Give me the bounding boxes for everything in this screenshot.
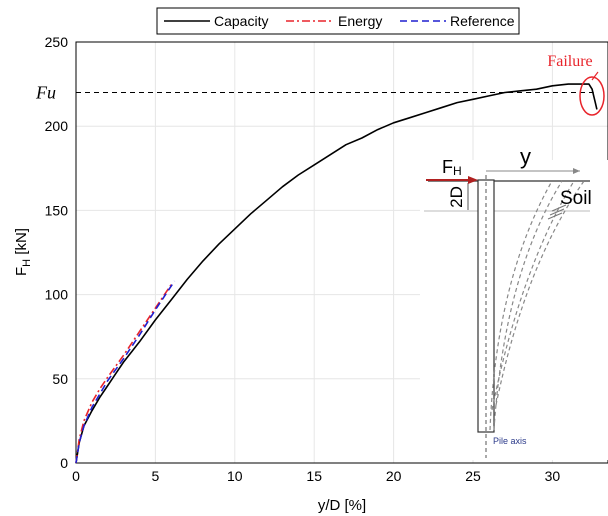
y-tick-label: 150 (45, 202, 69, 218)
x-tick-label: 20 (386, 468, 402, 484)
x-tick-label: 30 (545, 468, 561, 484)
series-line-capacity (75, 83, 598, 464)
inset-background (420, 160, 608, 460)
legend: Capacity Energy Reference (156, 7, 520, 35)
y-ticks: 0 50 100 150 200 250 (45, 34, 69, 471)
force-arrowhead (468, 176, 478, 184)
x-ticks: 0 5 10 15 20 25 30 (72, 468, 560, 484)
series-line-energy (75, 284, 172, 464)
x-tick-label: 0 (72, 468, 80, 484)
force-label-sub: H (453, 164, 462, 178)
legend-label-capacity: Capacity (214, 13, 268, 29)
x-tick-label: 10 (227, 468, 243, 484)
y-axis-label: FH [kN] (13, 228, 33, 276)
legend-label-energy: Energy (338, 13, 382, 29)
y-tick-label: 250 (45, 34, 69, 50)
x-axis-label: y/D [%] (318, 497, 366, 514)
pile-axis-label: Pile axis (493, 436, 527, 446)
failure-label: Failure (547, 53, 592, 70)
depth-label: 2D (447, 186, 466, 208)
soil-label: Soil (560, 188, 592, 209)
plot-frame (75, 41, 608, 464)
y-tick-label: 0 (60, 455, 68, 471)
force-label: FH (442, 157, 462, 178)
deflected-pile-line (489, 180, 553, 431)
failure-marker (579, 76, 605, 116)
deflected-pile-line (491, 180, 575, 411)
displacement-label: y (520, 144, 531, 169)
y-axis-label-sub: H (21, 259, 33, 267)
x-tick-label: 5 (152, 468, 160, 484)
y-axis-label-main: F (13, 267, 30, 276)
force-label-main: F (442, 157, 453, 177)
x-tick-label: 15 (306, 468, 322, 484)
y-axis-label-unit: [kN] (13, 228, 30, 259)
pile (477, 179, 495, 433)
x-tick-label: 25 (465, 468, 481, 484)
fu-label: Fu (35, 83, 56, 103)
soil-hatch (551, 204, 567, 212)
soil-hatch (547, 212, 563, 220)
failure-pointer (591, 71, 599, 81)
series-group (75, 83, 598, 464)
pile-schematic: FH y 2D Soil Pile axis (420, 144, 608, 460)
y-tick-label: 100 (45, 287, 69, 303)
y-tick-label: 50 (52, 371, 68, 387)
deflected-pile-line (493, 180, 563, 431)
svg-text:FH [kN]: FH [kN] (13, 228, 33, 276)
soil-hatch (549, 208, 565, 216)
displacement-arrowhead (573, 168, 580, 174)
y-tick-label: 200 (45, 118, 69, 134)
series-line-reference (75, 280, 176, 464)
legend-label-reference: Reference (450, 13, 515, 29)
legend-box (156, 7, 520, 35)
